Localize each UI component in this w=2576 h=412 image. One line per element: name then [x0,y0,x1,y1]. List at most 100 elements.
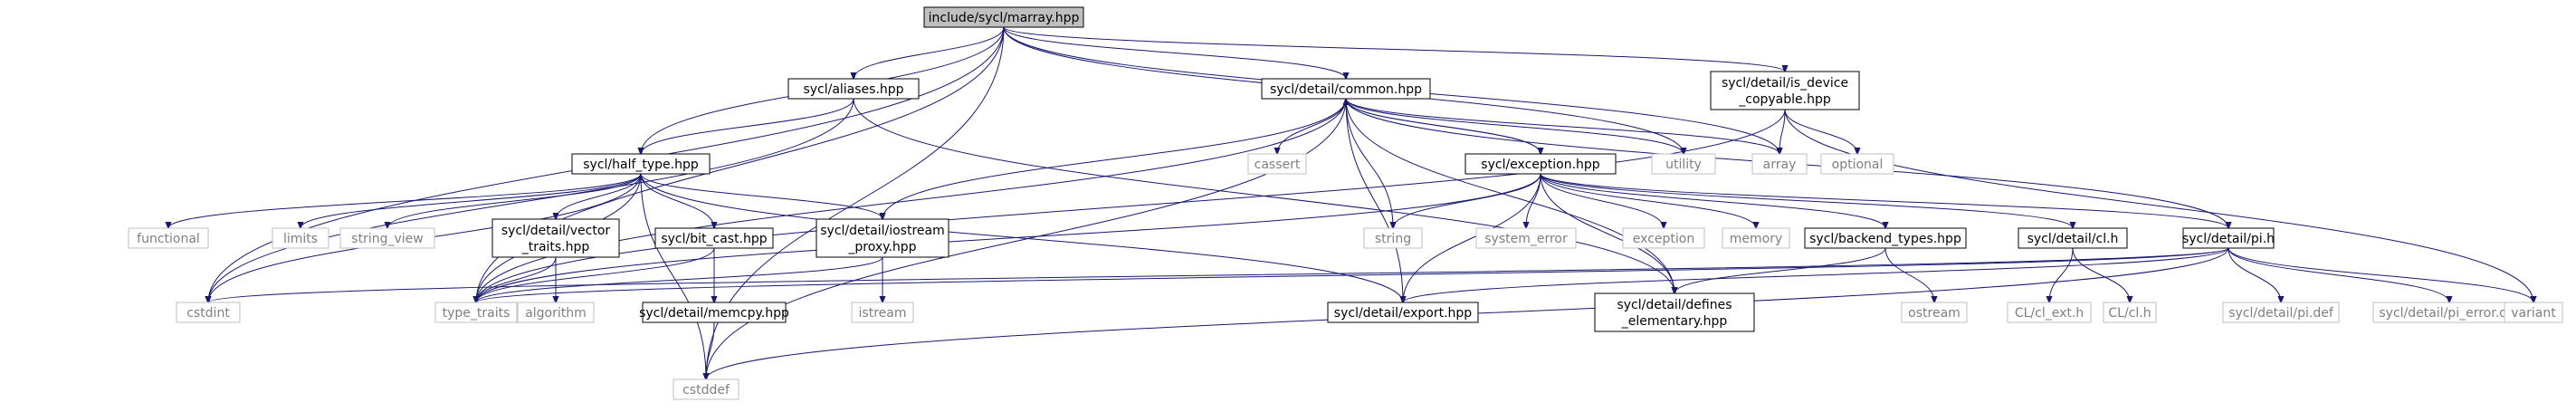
node-cstdint: cstdint [176,302,241,323]
edge-cl-to-clh [2072,247,2130,302]
edge-isdev-to-type_traits [476,109,1786,302]
node-box [2018,227,2128,249]
node-clext: CL/cl_ext.h [2007,302,2092,323]
edge-exception-to-cl [1540,173,2073,228]
node-label: limits [283,232,318,246]
node-label: type_traits [443,306,510,321]
node-label: exception [1633,232,1694,246]
edge-exception-to-memory [1540,173,1756,228]
node-common[interactable]: sycl/detail/common.hpp [1261,78,1431,100]
edge-backend-to-defines [1674,247,1886,293]
node-box [851,302,914,323]
node-label: algorithm [525,306,587,321]
edge-common-to-defines [1345,98,1674,293]
node-label: utility [1665,158,1702,172]
node-box [1465,153,1617,175]
node-label: sycl/exception.hpp [1481,158,1600,172]
node-box [176,302,241,323]
edge-half-to-vector [556,173,642,219]
node-label: sycl/detail/vector [501,224,611,238]
node-label: system_error [1484,232,1568,246]
node-box [434,302,518,323]
node-label: _copyable.hpp [1738,92,1831,107]
node-label: variant [2511,306,2556,321]
node-clh: CL/cl.h [2103,302,2157,323]
node-string: string [1363,227,1423,249]
edge-exception-to-backend [1540,173,1885,228]
node-box [1363,227,1423,249]
node-box [1651,153,1716,175]
edge-isdev-to-optional [1784,109,1857,154]
node-box [2103,302,2157,323]
node-utility: utility [1651,153,1716,175]
edge-aliases-to-half [641,98,854,154]
edge-exception-to-common [1346,99,1541,155]
node-array: array [1751,153,1808,175]
edge-isdev-to-array [1779,109,1786,154]
node-backend[interactable]: sycl/backend_types.hpp [1804,227,1967,249]
node-box [1594,292,1755,332]
node-bitcast[interactable]: sycl/bit_cast.hpp [654,227,774,249]
edge-common-to-export [1345,98,1403,302]
node-label: sycl/aliases.hpp [803,82,903,97]
node-label: sycl/backend_types.hpp [1809,232,1961,246]
node-half[interactable]: sycl/half_type.hpp [571,153,711,175]
node-cl[interactable]: sycl/detail/cl.h [2018,227,2128,249]
node-label: include/sycl/marray.hpp [929,11,1080,25]
node-aliases[interactable]: sycl/aliases.hpp [787,78,920,100]
node-label: cstddef [682,383,730,398]
node-box [787,78,920,100]
edge-half-to-string_view [387,173,642,228]
node-type-traits: type_traits [434,302,518,323]
edge-pi-to-cstdint [208,247,2229,302]
node-box [2007,302,2092,323]
node-variant: variant [2504,302,2563,323]
node-exception[interactable]: sycl/exception.hpp [1465,153,1617,175]
node-box [339,227,435,249]
node-optional: optional [1820,153,1894,175]
edge-half-to-iostream [640,173,883,219]
edge-marray-to-common [1003,26,1346,79]
node-ostream: ostream [1901,302,1968,323]
node-label: CL/cl.h [2108,306,2151,321]
node-vector[interactable]: sycl/detail/vector _traits.hpp [491,218,620,258]
node-box [1901,302,1968,323]
node-box [2182,227,2275,249]
node-defines[interactable]: sycl/detail/defines _elementary.hpp [1594,292,1755,332]
node-pi[interactable]: sycl/detail/pi.h [2182,227,2275,249]
node-marray[interactable]: include/sycl/marray.hpp [923,6,1084,28]
node-label: sycl/bit_cast.hpp [661,232,767,246]
edge-pi-to-type_traits [476,247,2229,302]
edge-half-to-export [640,173,1403,302]
edge-pi-to-export [1403,247,2229,302]
node-label: sycl/half_type.hpp [583,158,699,172]
node-exception-std: exception [1622,227,1705,249]
node-cstddef: cstddef [673,378,739,400]
node-algorithm: algorithm [517,302,595,323]
node-box [1722,227,1790,249]
node-pierror: sycl/detail/pi_error.def [2372,302,2526,323]
edge-exception-to-export [1403,173,1541,302]
node-box [1820,153,1894,175]
node-cassert: cassert [1247,153,1307,175]
node-iostream[interactable]: sycl/detail/iostream _proxy.hpp [816,218,949,258]
edge-aliases-to-cstdint [208,98,854,302]
node-box [654,227,774,249]
node-box [1475,227,1577,249]
node-label: sycl/detail/export.hpp [1334,306,1473,321]
node-export[interactable]: sycl/detail/export.hpp [1327,302,1479,323]
node-box [1247,153,1307,175]
node-pidef: sycl/detail/pi.def [2222,302,2340,323]
node-isdev[interactable]: sycl/detail/is_device_copyable.hpp [1710,71,1860,110]
edge-exception-to-exception_std [1540,173,1664,228]
node-box [128,227,209,249]
node-label: sycl/detail/iostream [820,224,944,238]
edge-common-to-utility [1345,98,1684,154]
node-memcpy[interactable]: sycl/detail/memcpy.hpp [639,302,789,323]
node-label: sycl/detail/is_device [1722,76,1848,91]
node-box [2504,302,2563,323]
node-label: string_view [351,232,423,246]
node-box [1327,302,1479,323]
edge-exception-to-defines [1540,173,1674,293]
node-istream: istream [851,302,914,323]
